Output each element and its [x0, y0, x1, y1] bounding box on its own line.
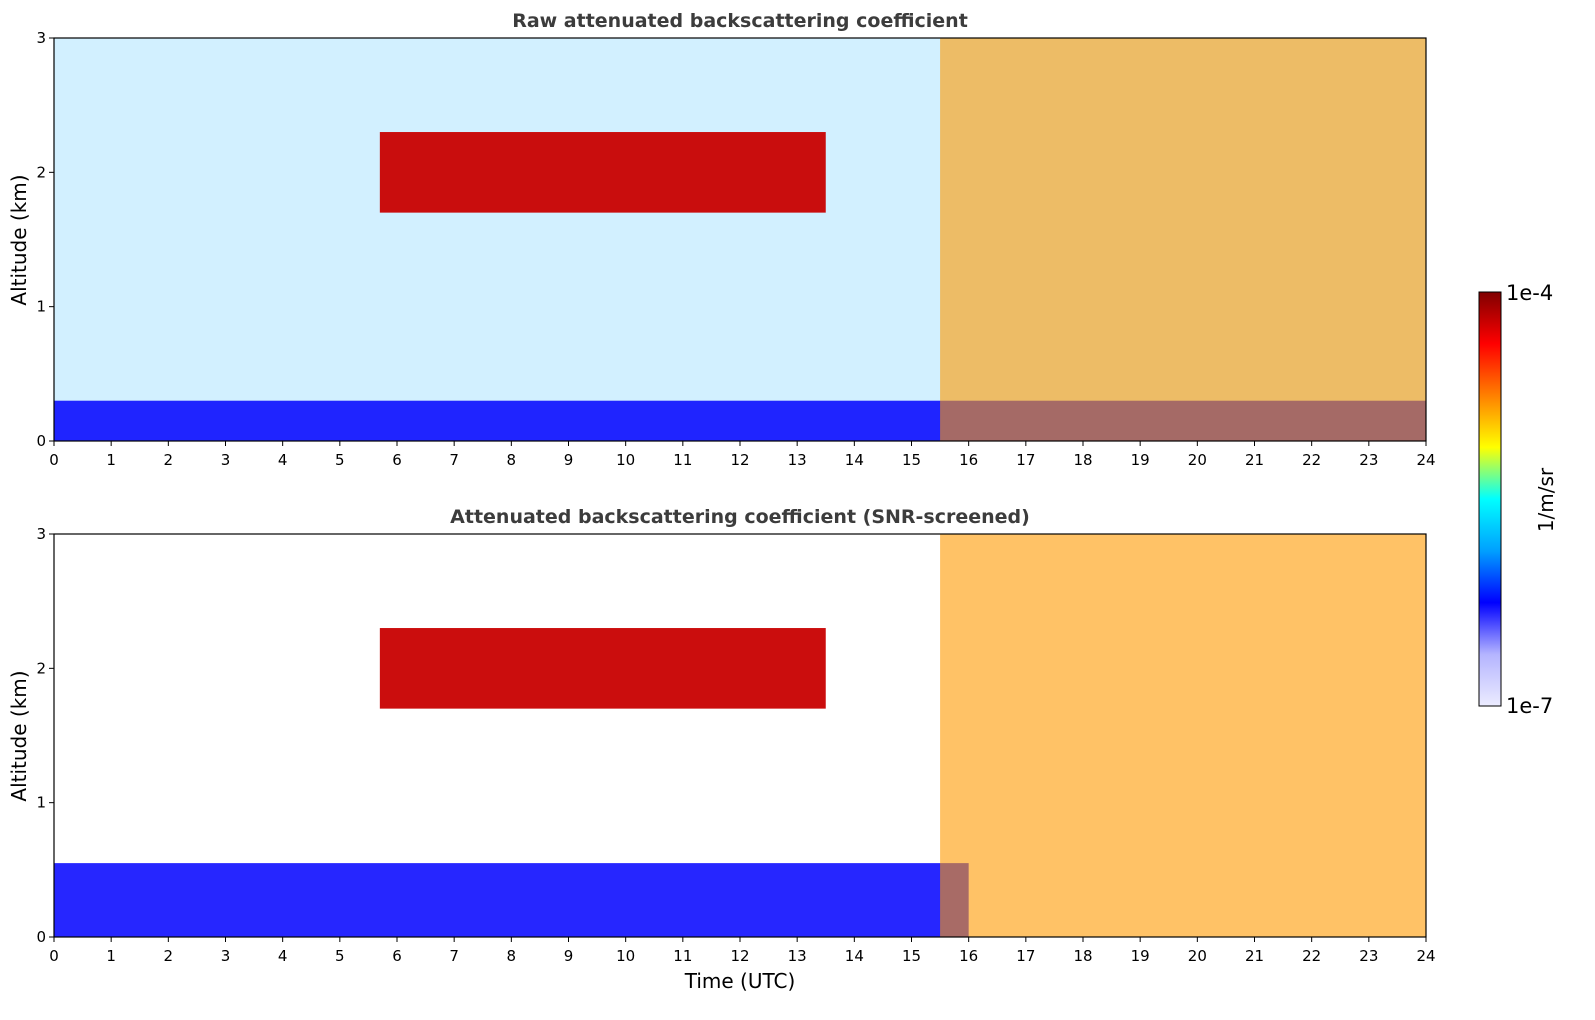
x-tick-label: 12: [730, 451, 749, 469]
y-tick-label: 1: [36, 298, 46, 316]
x-tick-label: 9: [564, 451, 574, 469]
x-tick-label: 14: [845, 947, 864, 965]
feature-region: [940, 38, 1426, 441]
x-tick-label: 10: [616, 451, 635, 469]
x-tick-label: 12: [730, 947, 749, 965]
x-ticks: 0 1 2 3 4 5 6 7 8 9 10 11 12 13 14 15 16 17 18 19 20 21 22 23 24: [49, 441, 1436, 469]
x-tick-label: 8: [507, 947, 517, 965]
x-tick-label: 18: [1073, 451, 1092, 469]
x-tick-label: 23: [1359, 451, 1378, 469]
x-tick-label: 6: [392, 451, 402, 469]
x-tick-label: 11: [673, 947, 692, 965]
x-tick-label: 20: [1188, 947, 1207, 965]
x-tick-label: 16: [959, 947, 978, 965]
x-tick-label: 17: [1016, 451, 1035, 469]
y-tick-label: 2: [36, 659, 46, 677]
heatmap-layers: [54, 534, 1426, 937]
x-tick-label: 24: [1416, 451, 1435, 469]
x-tick-label: 22: [1302, 947, 1321, 965]
x-tick-label: 22: [1302, 451, 1321, 469]
colorbar-unit-label: 1/m/sr: [1534, 467, 1558, 532]
x-tick-label: 8: [507, 451, 517, 469]
x-tick-label: 7: [449, 451, 459, 469]
y-tick-label: 0: [36, 928, 46, 946]
y-tick-label: 2: [36, 163, 46, 181]
x-tick-label: 15: [902, 947, 921, 965]
x-tick-label: 2: [164, 947, 174, 965]
x-tick-label: 4: [278, 947, 288, 965]
panel-screened: Attenuated backscattering coefficient (S…: [7, 506, 1436, 993]
x-axis-label: Time (UTC): [684, 969, 796, 993]
y-axis-label: Altitude (km): [7, 174, 31, 305]
x-tick-label: 15: [902, 451, 921, 469]
x-tick-label: 5: [335, 947, 345, 965]
x-tick-label: 13: [788, 451, 807, 469]
panel-raw: Raw attenuated backscattering coefficien…: [7, 10, 1436, 469]
x-tick-label: 16: [959, 451, 978, 469]
colorbar: 1e-4 1e-7 1/m/sr: [1478, 281, 1558, 718]
x-tick-label: 1: [106, 947, 116, 965]
panel-title: Attenuated backscattering coefficient (S…: [450, 506, 1030, 528]
x-tick-label: 3: [221, 451, 231, 469]
feature-region: [940, 534, 1426, 937]
y-tick-label: 1: [36, 794, 46, 812]
x-tick-label: 2: [164, 451, 174, 469]
feature-region: [379, 628, 826, 709]
y-ticks: 0 1 2 3: [36, 29, 54, 450]
x-tick-label: 17: [1016, 947, 1035, 965]
colorbar-gradient: [1478, 291, 1502, 707]
x-tick-label: 3: [221, 947, 231, 965]
y-axis-label: Altitude (km): [7, 670, 31, 801]
x-tick-label: 11: [673, 451, 692, 469]
x-tick-label: 5: [335, 451, 345, 469]
x-tick-label: 6: [392, 947, 402, 965]
y-tick-label: 3: [36, 525, 46, 543]
x-tick-label: 1: [106, 451, 116, 469]
feature-region: [54, 863, 969, 937]
x-tick-label: 10: [616, 947, 635, 965]
x-tick-label: 24: [1416, 947, 1435, 965]
colorbar-max-label: 1e-4: [1506, 281, 1553, 305]
y-tick-label: 3: [36, 29, 46, 47]
y-ticks: 0 1 2 3: [36, 525, 54, 946]
colorbar-min-label: 1e-7: [1506, 694, 1553, 718]
x-tick-label: 19: [1131, 451, 1150, 469]
x-tick-label: 0: [49, 947, 59, 965]
x-tick-label: 4: [278, 451, 288, 469]
y-tick-label: 0: [36, 432, 46, 450]
x-tick-label: 23: [1359, 947, 1378, 965]
panel-title: Raw attenuated backscattering coefficien…: [512, 10, 968, 32]
x-tick-label: 0: [49, 451, 59, 469]
x-tick-label: 21: [1245, 451, 1264, 469]
x-tick-label: 20: [1188, 451, 1207, 469]
x-tick-label: 21: [1245, 947, 1264, 965]
x-tick-label: 9: [564, 947, 574, 965]
x-ticks: 0 1 2 3 4 5 6 7 8 9 10 11 12 13 14 15 16 17 18 19 20 21 22 23 24: [49, 937, 1436, 965]
x-tick-label: 7: [449, 947, 459, 965]
x-tick-label: 19: [1131, 947, 1150, 965]
feature-region: [379, 132, 826, 213]
heatmap-layers: [54, 38, 1426, 441]
x-tick-label: 18: [1073, 947, 1092, 965]
x-tick-label: 14: [845, 451, 864, 469]
x-tick-label: 13: [788, 947, 807, 965]
